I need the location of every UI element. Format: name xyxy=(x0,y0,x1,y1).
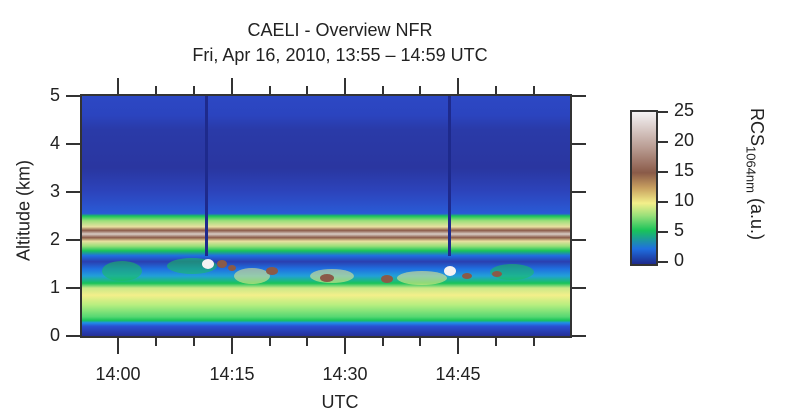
y-tick-label: 4 xyxy=(49,133,60,153)
y-tick-label: 3 xyxy=(49,181,60,201)
colorbar-title-sub: 1064nm xyxy=(743,146,759,193)
y-tick-label: 1 xyxy=(49,277,60,297)
lidar-heatmap xyxy=(80,94,572,338)
colorbar-units: (a.u.) xyxy=(747,198,767,241)
colorbar-title: RCS1064nm (a.u.) xyxy=(743,108,767,240)
chart-title: CAELI - Overview NFR xyxy=(247,20,433,40)
colorbar-tick-label: 25 xyxy=(674,100,695,120)
colorbar-tick-label: 20 xyxy=(674,130,695,150)
colorbar-tick-label: 0 xyxy=(674,250,685,270)
x-tick-label: 14:00 xyxy=(95,364,141,384)
colorbar-tick-label: 15 xyxy=(674,160,695,180)
x-tick-label: 14:30 xyxy=(322,364,368,384)
x-tick-label: 14:45 xyxy=(435,364,481,384)
y-tick-label: 0 xyxy=(49,325,60,345)
y-tick-label: 5 xyxy=(49,85,60,105)
x-axis-label: UTC xyxy=(321,392,359,412)
colorbar-tick-label: 5 xyxy=(674,220,685,240)
y-tick-label: 2 xyxy=(49,229,60,249)
colorbar-title-main: RCS xyxy=(747,108,767,147)
chart-subtitle: Fri, Apr 16, 2010, 13:55 – 14:59 UTC xyxy=(192,45,488,65)
x-tick-label: 14:15 xyxy=(209,364,255,384)
colorbar-tick-label: 10 xyxy=(674,190,695,210)
colorbar xyxy=(630,110,658,266)
